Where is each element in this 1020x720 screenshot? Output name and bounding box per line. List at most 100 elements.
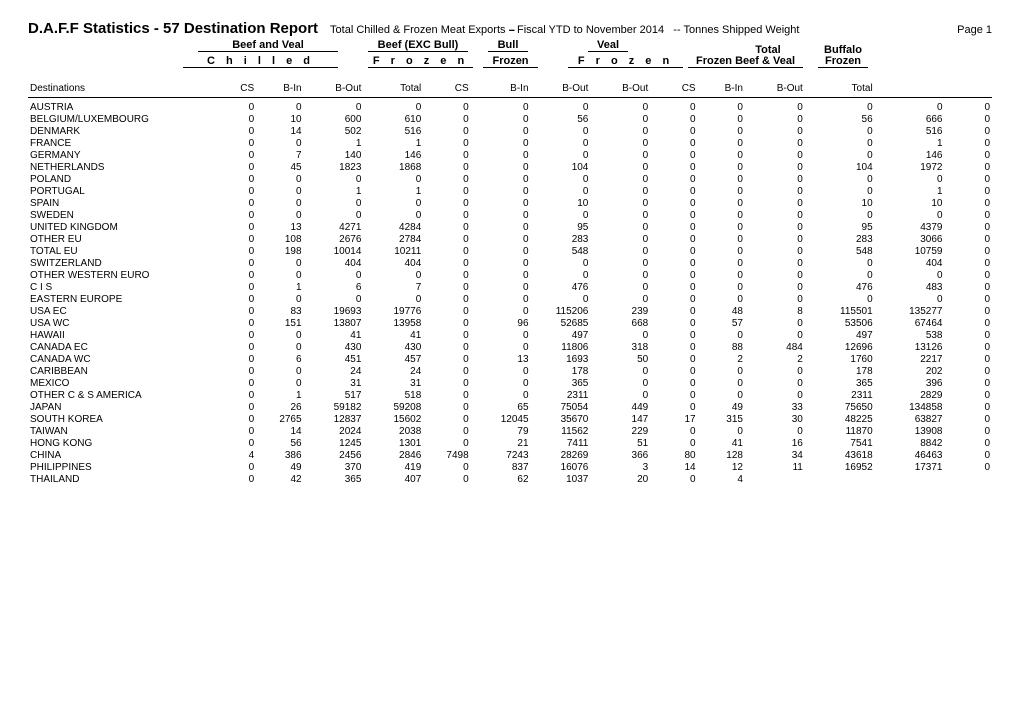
value-cell: 4 — [698, 474, 745, 486]
value-cell: 0 — [945, 462, 993, 474]
value-cell: 0 — [698, 330, 745, 342]
value-cell: 0 — [945, 126, 993, 138]
value-cell: 2311 — [805, 390, 875, 402]
value-cell: 202 — [875, 366, 945, 378]
table-row: OTHER C & S AMERICA015175180023110000231… — [28, 390, 992, 402]
value-cell: 0 — [698, 126, 745, 138]
table-row: PORTUGAL00110000000010 — [28, 186, 992, 198]
value-cell: 0 — [256, 330, 303, 342]
value-cell: 16952 — [805, 462, 875, 474]
value-cell: 419 — [363, 462, 423, 474]
value-cell: 65 — [471, 402, 531, 414]
value-cell: 0 — [698, 114, 745, 126]
table-row: EASTERN EUROPE00000000000000 — [28, 294, 992, 306]
value-cell: 0 — [423, 270, 470, 282]
table-row: SPAIN00000010000010100 — [28, 198, 992, 210]
value-cell: 88 — [698, 342, 745, 354]
value-cell: 0 — [590, 138, 650, 150]
column-group-header: Beef and Veal Beef (EXC Bull) Bull Veal … — [28, 39, 992, 83]
table-row: OTHER WESTERN EURO00000000000000 — [28, 270, 992, 282]
table-row: HAWAII0041410049700004975380 — [28, 330, 992, 342]
value-cell: 0 — [945, 150, 993, 162]
value-cell: 407 — [363, 474, 423, 486]
sub-frozen-bv: Frozen Beef & Veal — [688, 55, 803, 68]
value-cell: 0 — [256, 366, 303, 378]
value-cell: 0 — [945, 414, 993, 426]
value-cell: 4379 — [875, 222, 945, 234]
value-cell: 0 — [590, 234, 650, 246]
value-cell: 0 — [304, 210, 364, 222]
value-cell: 31 — [304, 378, 364, 390]
value-cell: 0 — [745, 186, 805, 198]
value-cell: 0 — [423, 174, 470, 186]
value-cell: 0 — [698, 174, 745, 186]
value-cell: 0 — [698, 426, 745, 438]
value-cell: 0 — [805, 138, 875, 150]
value-cell: 0 — [875, 102, 945, 114]
value-cell: 1 — [875, 138, 945, 150]
value-cell: 0 — [698, 234, 745, 246]
value-cell: 0 — [650, 102, 697, 114]
value-cell: 115501 — [805, 306, 875, 318]
value-cell: 0 — [650, 234, 697, 246]
value-cell: 20 — [590, 474, 650, 486]
value-cell: 31 — [363, 378, 423, 390]
value-cell: 0 — [650, 354, 697, 366]
value-cell: 0 — [745, 426, 805, 438]
table-row: TAIWAN0142024203807911562229000118701390… — [28, 426, 992, 438]
value-cell: 128 — [698, 450, 745, 462]
value-cell: 0 — [423, 102, 470, 114]
value-cell: 0 — [256, 378, 303, 390]
value-cell: 0 — [531, 126, 591, 138]
table-row: USA WC0151138071395809652685668057053506… — [28, 318, 992, 330]
value-cell: 2765 — [256, 414, 303, 426]
value-cell: 0 — [363, 198, 423, 210]
value-cell: 476 — [805, 282, 875, 294]
value-cell: 1 — [256, 390, 303, 402]
value-cell: 33 — [745, 402, 805, 414]
subtitle-a: Total Chilled & Frozen Meat Exports — [330, 24, 505, 36]
value-cell: 0 — [209, 390, 256, 402]
value-cell: 0 — [650, 150, 697, 162]
value-cell: 0 — [423, 114, 470, 126]
value-cell: 0 — [650, 402, 697, 414]
value-cell: 2846 — [363, 450, 423, 462]
value-cell: 0 — [471, 126, 531, 138]
value-cell: 10014 — [304, 246, 364, 258]
value-cell: 178 — [531, 366, 591, 378]
value-cell: 178 — [805, 366, 875, 378]
value-cell: 0 — [531, 186, 591, 198]
data-table: Destinations CS B-In B-Out Total CS B-In… — [28, 83, 992, 486]
value-cell: 0 — [423, 366, 470, 378]
value-cell: 6 — [256, 354, 303, 366]
value-cell: 0 — [471, 294, 531, 306]
value-cell: 108 — [256, 234, 303, 246]
value-cell: 0 — [423, 402, 470, 414]
value-cell: 0 — [209, 162, 256, 174]
table-row: BELGIUM/LUXEMBOURG0106006100056000056666… — [28, 114, 992, 126]
value-cell: 19776 — [363, 306, 423, 318]
value-cell: 45 — [256, 162, 303, 174]
value-cell: 0 — [805, 102, 875, 114]
value-cell: 0 — [304, 198, 364, 210]
value-cell: 0 — [590, 222, 650, 234]
value-cell: 1037 — [531, 474, 591, 486]
value-cell: 0 — [745, 258, 805, 270]
value-cell: 0 — [209, 378, 256, 390]
value-cell: 451 — [304, 354, 364, 366]
value-cell: 0 — [423, 414, 470, 426]
value-cell: 1 — [363, 138, 423, 150]
grp-veal: Veal — [588, 39, 628, 52]
value-cell: 198 — [256, 246, 303, 258]
value-cell: 0 — [945, 354, 993, 366]
value-cell: 0 — [423, 354, 470, 366]
value-cell: 0 — [209, 126, 256, 138]
value-cell: 42 — [256, 474, 303, 486]
value-cell: 56 — [531, 114, 591, 126]
value-cell: 0 — [256, 270, 303, 282]
value-cell: 0 — [945, 402, 993, 414]
value-cell: 0 — [945, 138, 993, 150]
value-cell: 1245 — [304, 438, 364, 450]
value-cell: 0 — [471, 222, 531, 234]
value-cell: 0 — [745, 198, 805, 210]
